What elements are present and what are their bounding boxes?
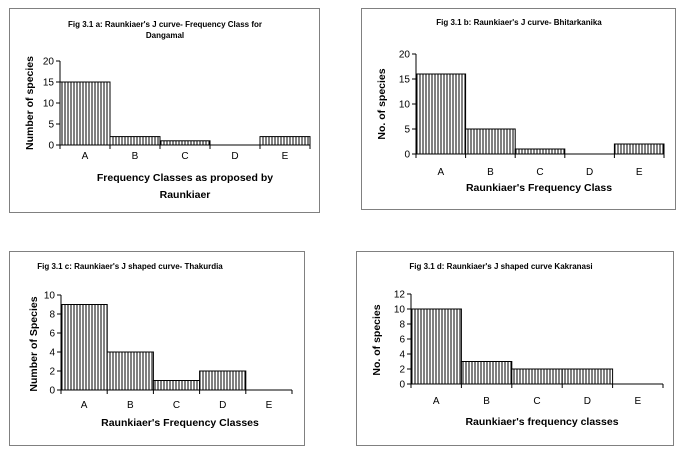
y-tick-label: 10 — [399, 100, 411, 111]
bar-B — [109, 136, 161, 146]
chart-a: Fig 3.1 a: Raunkiaer's J curve- Frequenc… — [24, 20, 311, 201]
bar-A — [415, 73, 467, 155]
bar-B — [106, 351, 154, 391]
bar-C — [159, 140, 211, 146]
chart-panel-a: Fig 3.1 a: Raunkiaer's J curve- Frequenc… — [9, 8, 320, 213]
x-tick-label: C — [181, 151, 188, 162]
chart-panel-c: Fig 3.1 c: Raunkiaer's J shaped curve- T… — [9, 251, 305, 446]
y-tick-label: 0 — [48, 141, 54, 152]
y-tick-label: 0 — [399, 380, 405, 391]
y-tick-label: 10 — [44, 291, 56, 302]
x-tick-label: D — [219, 400, 226, 411]
x-tick-label: D — [584, 396, 591, 407]
bar-C — [152, 380, 201, 391]
x-tick-label: B — [127, 400, 134, 411]
chart-title-line: Fig 3.1 c: Raunkiaer's J shaped curve- T… — [37, 262, 223, 271]
y-tick-label: 8 — [49, 310, 55, 321]
chart-d: Fig 3.1 d: Raunkiaer's J shaped curve Ka… — [371, 262, 664, 428]
y-tick-label: 2 — [399, 365, 405, 376]
bar-E — [259, 136, 311, 146]
y-tick-label: 4 — [399, 350, 405, 361]
bar-D — [199, 370, 247, 391]
bar-B — [460, 361, 513, 385]
y-tick-label: 5 — [404, 125, 410, 136]
y-tick-label: 8 — [399, 320, 405, 331]
y-axis-label: No. of species — [371, 304, 383, 375]
x-tick-label: D — [586, 167, 593, 178]
y-tick-label: 2 — [49, 367, 55, 378]
x-tick-label: A — [82, 151, 89, 162]
y-tick-label: 12 — [394, 290, 406, 301]
x-tick-label: A — [437, 167, 444, 178]
chart-panel-d: Fig 3.1 d: Raunkiaer's J shaped curve Ka… — [356, 251, 674, 446]
bar-A — [410, 308, 462, 385]
y-tick-label: 5 — [48, 120, 54, 131]
y-axis-label: No. of species — [376, 68, 388, 139]
y-tick-label: 10 — [43, 99, 55, 110]
chart-c: Fig 3.1 c: Raunkiaer's J shaped curve- T… — [28, 262, 293, 429]
chart-panel-b: Fig 3.1 b: Raunkiaer's J curve- Bhitarka… — [361, 8, 676, 210]
x-tick-label: E — [282, 151, 289, 162]
x-tick-label: C — [533, 396, 540, 407]
x-axis-label: Raunkiaer's Frequency Classes — [101, 417, 259, 429]
x-tick-label: B — [483, 396, 490, 407]
y-axis-label: Number of species — [24, 56, 36, 150]
y-tick-label: 10 — [394, 305, 406, 316]
x-tick-label: A — [433, 396, 440, 407]
y-tick-label: 20 — [43, 57, 55, 68]
y-tick-label: 15 — [43, 78, 55, 89]
x-tick-label: E — [636, 167, 643, 178]
y-tick-label: 6 — [49, 329, 55, 340]
bar-D — [561, 368, 614, 385]
bar-A — [59, 81, 111, 146]
x-tick-label: E — [266, 400, 273, 411]
bar-E — [613, 143, 665, 155]
chart-title-line: Dangamal — [146, 31, 184, 40]
bar-B — [465, 128, 516, 155]
y-axis-label: Number of Species — [28, 296, 40, 391]
x-tick-label: A — [81, 400, 88, 411]
x-tick-label: B — [132, 151, 139, 162]
chart-title-line: Fig 3.1 b: Raunkiaer's J curve- Bhitarka… — [436, 18, 602, 27]
x-tick-label: E — [634, 396, 641, 407]
y-tick-label: 15 — [399, 75, 411, 86]
chart-b: Fig 3.1 b: Raunkiaer's J curve- Bhitarka… — [376, 18, 665, 194]
x-axis-label: Raunkiaer's frequency classes — [465, 416, 618, 428]
x-tick-label: C — [536, 167, 543, 178]
y-tick-label: 6 — [399, 335, 405, 346]
y-tick-label: 4 — [49, 348, 55, 359]
y-tick-label: 0 — [404, 150, 410, 161]
y-tick-label: 0 — [49, 386, 55, 397]
chart-title-line: Fig 3.1 d: Raunkiaer's J shaped curve Ka… — [409, 262, 592, 271]
x-tick-label: B — [487, 167, 494, 178]
bar-C — [511, 368, 563, 385]
x-tick-label: D — [231, 151, 238, 162]
bar-C — [514, 148, 566, 155]
x-axis-label: Frequency Classes as proposed by — [97, 172, 273, 184]
y-tick-label: 20 — [399, 50, 411, 61]
x-axis-label: Raunkiaer — [160, 189, 211, 201]
bar-A — [60, 304, 108, 391]
chart-title-line: Fig 3.1 a: Raunkiaer's J curve- Frequenc… — [68, 20, 262, 29]
x-axis-label: Raunkiaer's Frequency Class — [466, 182, 612, 194]
x-tick-label: C — [173, 400, 180, 411]
